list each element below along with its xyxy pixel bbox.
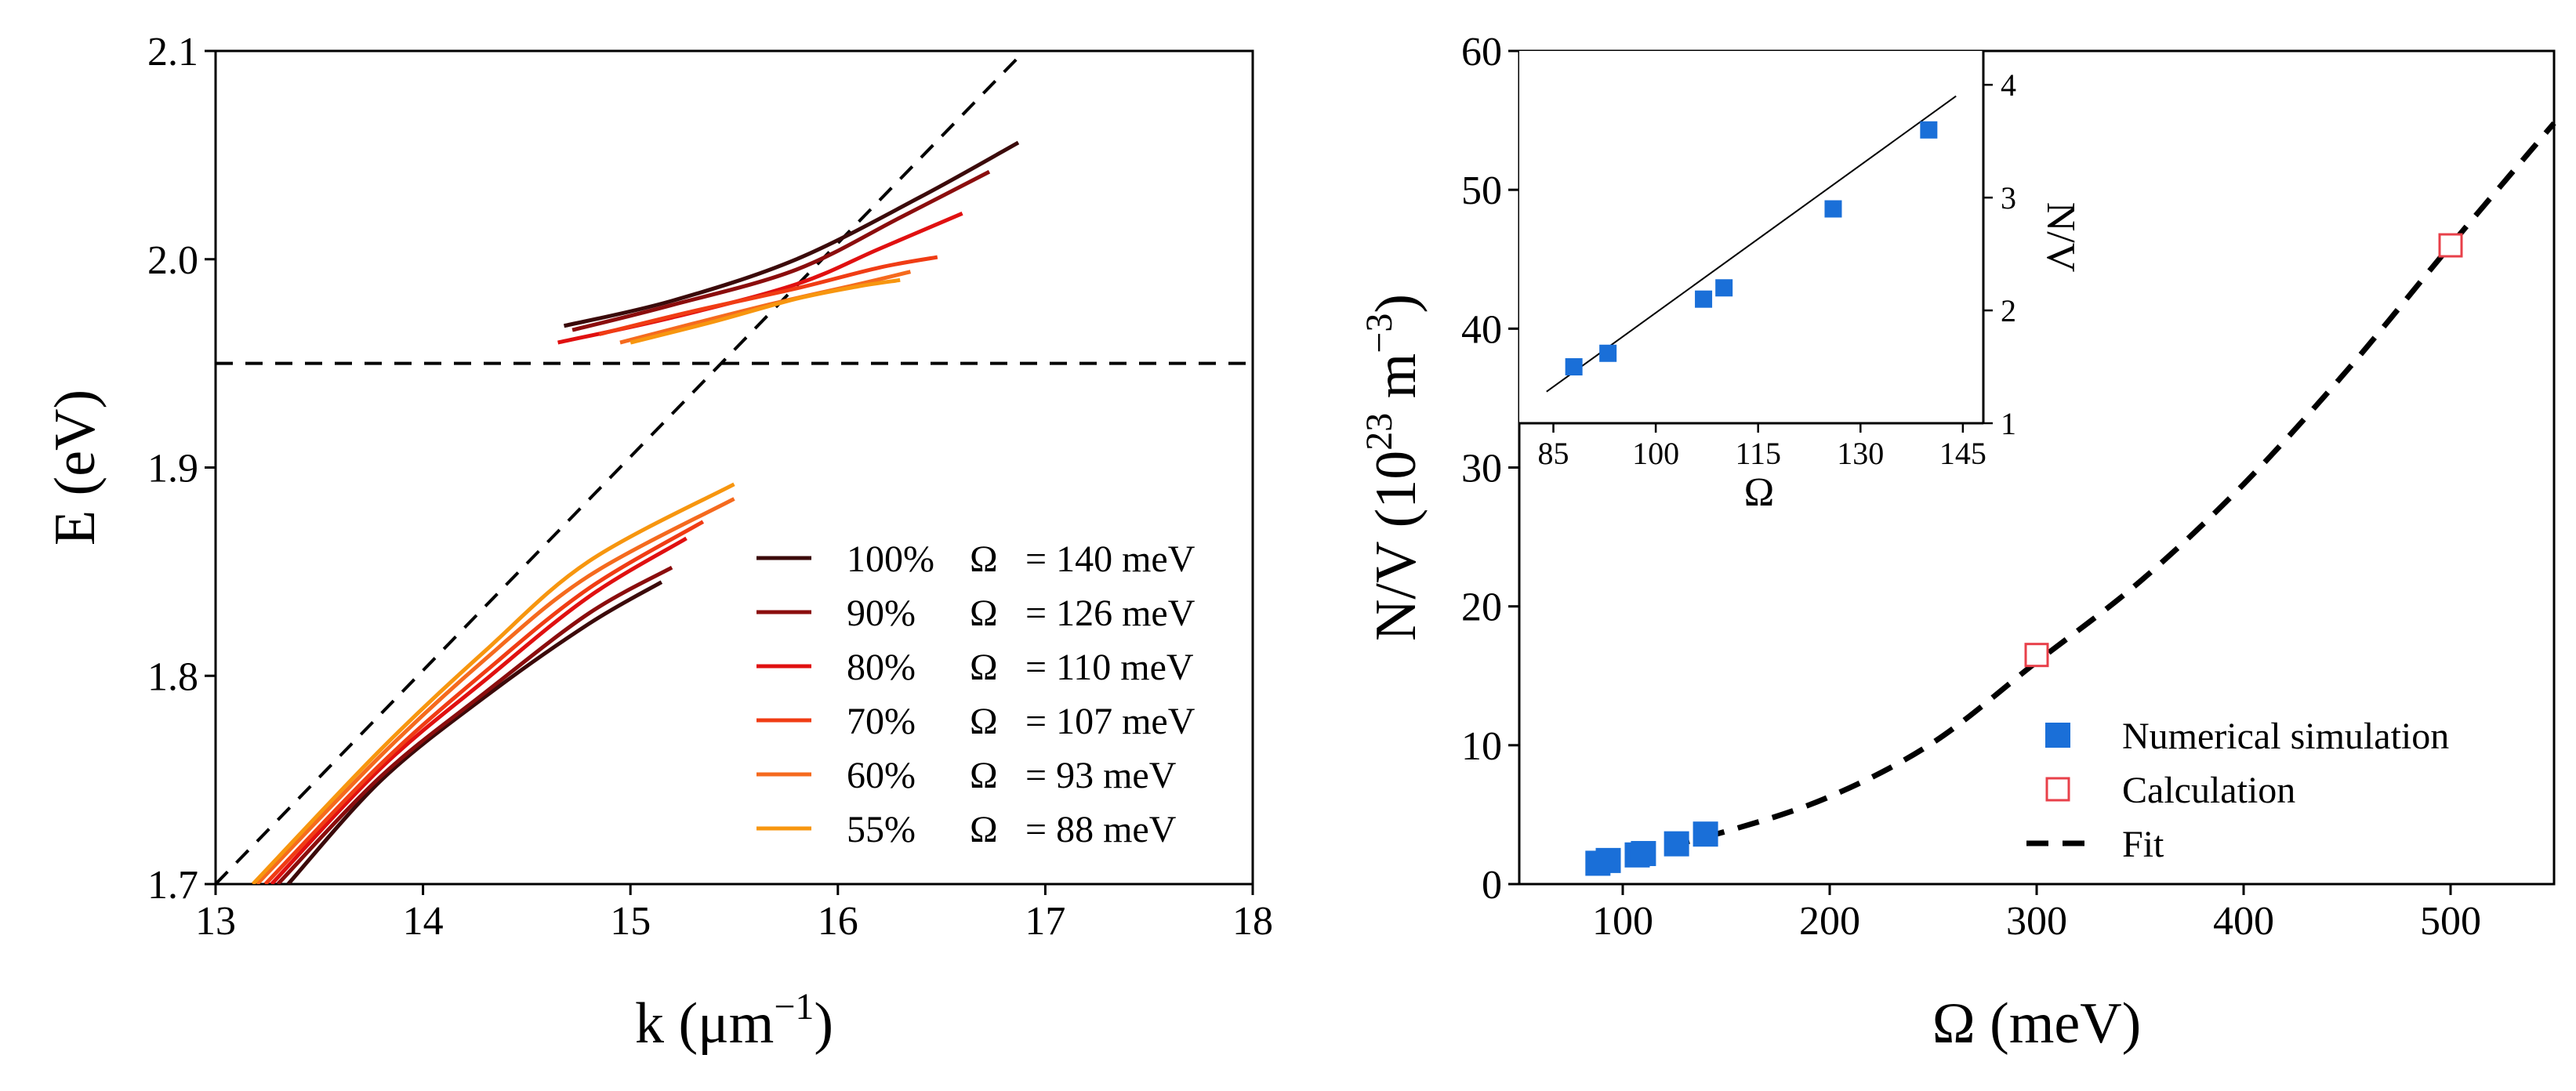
left-panel: 13 14 15 16 17 18 1.7 1.8 1.9 2.0 2.1 k (μm−1) E (eV… <box>43 30 1273 1056</box>
inset-x-tick-label: 85 <box>1538 436 1569 471</box>
right-x-tick-label: 300 <box>2006 899 2067 944</box>
legend-label: 100% <box>847 538 934 580</box>
legend-label: 70% <box>847 701 916 742</box>
inset-background <box>1519 51 1983 423</box>
calculation-point <box>2024 643 2049 668</box>
inset-point <box>1920 121 1938 139</box>
inset-point <box>1695 290 1713 308</box>
inset-fit-line <box>1546 95 1957 393</box>
right-y-tick-label: 30 <box>1461 447 1502 491</box>
legend-value: = 110 meV <box>1025 647 1194 688</box>
lower-branch-90% <box>276 565 673 884</box>
inset-x-axis-title: Ω <box>1744 470 1775 515</box>
legend-label: 90% <box>847 593 916 634</box>
legend-omega: Ω <box>970 701 998 742</box>
right-x-tick-label: 500 <box>2420 899 2481 944</box>
inset-y-tick-label: 3 <box>2001 180 2016 216</box>
legend-value: = 140 meV <box>1025 538 1195 580</box>
legend-label: 80% <box>847 647 916 688</box>
inset-y-tick-label: 2 <box>2001 293 2016 328</box>
legend-omega: Ω <box>970 809 998 850</box>
simulation-point <box>1693 821 1718 847</box>
calculation-point <box>2438 233 2463 258</box>
inset-point <box>1824 200 1842 218</box>
inset-y-tick-label: 4 <box>2001 67 2016 103</box>
lower-branch-100% <box>286 580 663 884</box>
legend-marker <box>2045 723 2070 748</box>
right-y-tick-label: 20 <box>1461 585 1502 630</box>
legend-value: = 126 meV <box>1025 593 1195 634</box>
right-y-tick-label: 50 <box>1461 169 1502 213</box>
inset-y-axis-title: N/V <box>2038 202 2083 273</box>
right-y-axis-title: N/V (1023 m−3) <box>1359 294 1428 641</box>
photon-line <box>216 51 1026 884</box>
legend-label: Fit <box>2122 824 2164 865</box>
upper-branch-55% <box>629 277 901 345</box>
right-panel: 100 200 300 400 500 0 10 20 30 40 50 60 Ω (meV) N/V (… <box>1359 30 2556 1056</box>
fit-line <box>1597 121 2556 866</box>
left-y-tick-label: 2.1 <box>147 30 198 74</box>
left-y-axis-title: E (eV) <box>43 390 107 546</box>
left-x-tick-label: 16 <box>818 899 858 944</box>
right-y-tick-label: 10 <box>1461 724 1502 769</box>
legend-value: = 88 meV <box>1025 809 1177 850</box>
legend-label: 60% <box>847 755 916 796</box>
left-x-axis-title: k (μm−1) <box>635 986 833 1056</box>
inset-point <box>1715 279 1733 297</box>
left-x-tick-label: 18 <box>1232 899 1273 944</box>
right-x-tick-label: 400 <box>2213 899 2274 944</box>
left-y-tick-label: 1.9 <box>147 447 198 491</box>
left-legend: 100% Ω = 140 meV 90% Ω = 126 meV 80% Ω = 110 meV… <box>756 538 1195 850</box>
simulation-point <box>1595 847 1621 873</box>
lower-branch-55% <box>251 482 735 884</box>
legend-omega: Ω <box>970 538 998 580</box>
right-y-tick-label: 60 <box>1461 30 1502 74</box>
inset-point <box>1599 344 1617 362</box>
left-x-tick-label: 13 <box>195 899 236 944</box>
legend-label: Numerical simulation <box>2122 716 2449 757</box>
legend-marker <box>2045 777 2070 802</box>
right-x-tick-label: 100 <box>1592 899 1653 944</box>
inset-point <box>1565 358 1583 376</box>
right-x-tick-label: 200 <box>1799 899 1860 944</box>
legend-label: Calculation <box>2122 770 2295 811</box>
legend-omega: Ω <box>970 647 998 688</box>
lower-branch-70% <box>263 520 705 884</box>
left-y-tick-label: 1.7 <box>147 863 198 908</box>
left-y-tick-label: 1.8 <box>147 654 198 699</box>
left-x-tick-label: 15 <box>610 899 651 944</box>
right-y-tick-label: 0 <box>1482 863 1502 908</box>
right-y-tick-label: 40 <box>1461 307 1502 352</box>
lower-branch-60% <box>256 497 735 884</box>
left-y-tick-label: 2.0 <box>147 238 198 283</box>
right-x-axis-title: Ω (meV) <box>1932 991 2142 1056</box>
inset-x-tick-label: 130 <box>1837 436 1884 471</box>
right-legend: Numerical simulation Calculation Fit <box>2026 716 2449 865</box>
legend-value: = 107 meV <box>1025 701 1195 742</box>
simulation-point <box>1631 841 1656 867</box>
upper-branch-70% <box>598 255 938 336</box>
upper-branch-90% <box>571 169 991 332</box>
left-curves <box>216 51 1253 884</box>
simulation-point <box>1664 831 1689 857</box>
legend-omega: Ω <box>970 593 998 634</box>
upper-branch-100% <box>563 140 1020 328</box>
inset-x-tick-label: 100 <box>1632 436 1679 471</box>
inset-x-tick-label: 115 <box>1735 436 1781 471</box>
legend-omega: Ω <box>970 755 998 796</box>
left-x-tick-label: 14 <box>403 899 444 944</box>
legend-label: 55% <box>847 809 916 850</box>
left-x-tick-label: 17 <box>1025 899 1065 944</box>
lower-branch-80% <box>270 536 688 884</box>
legend-value: = 93 meV <box>1025 755 1177 796</box>
inset-y-tick-label: 1 <box>2001 406 2016 441</box>
inset-x-tick-label: 145 <box>1939 436 1986 471</box>
inset-panel: 85 100 115 130 145 1 2 3 4 Ω N/V <box>1519 51 2083 515</box>
